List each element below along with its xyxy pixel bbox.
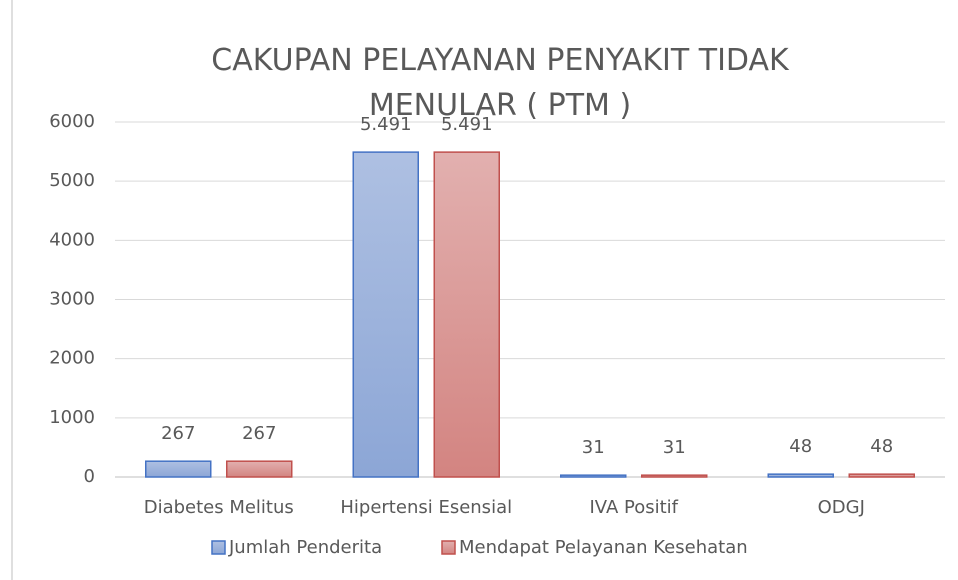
data-label: 267 xyxy=(161,423,195,444)
chart-border xyxy=(11,0,13,580)
x-tick-label: IVA Positif xyxy=(589,497,678,518)
bar xyxy=(352,151,419,478)
data-label: 31 xyxy=(582,437,605,458)
y-tick-label: 4000 xyxy=(49,229,95,250)
legend-label: Jumlah Penderita xyxy=(228,537,382,558)
y-tick-label: 0 xyxy=(84,466,95,487)
bar xyxy=(767,473,834,478)
legend-label: Mendapat Pelayanan Kesehatan xyxy=(459,537,748,558)
bar xyxy=(641,474,708,478)
data-label: 48 xyxy=(789,436,812,457)
data-label: 31 xyxy=(663,437,686,458)
bar xyxy=(226,460,293,478)
bar xyxy=(145,460,212,478)
data-label: 5.491 xyxy=(441,114,493,135)
bar xyxy=(560,474,627,478)
y-tick-label: 3000 xyxy=(49,289,95,310)
chart-title: CAKUPAN PELAYANAN PENYAKIT TIDAK MENULAR… xyxy=(211,43,789,123)
x-tick-label: Hipertensi Esensial xyxy=(340,497,512,518)
y-tick-label: 2000 xyxy=(49,348,95,369)
bar xyxy=(433,151,500,478)
x-tick-label: Diabetes Melitus xyxy=(144,497,294,518)
y-tick-label: 1000 xyxy=(49,407,95,428)
x-tick-label: ODGJ xyxy=(818,497,865,518)
legend-swatch xyxy=(211,540,226,555)
y-tick-label: 5000 xyxy=(49,170,95,191)
legend-swatch xyxy=(441,540,456,555)
data-label: 267 xyxy=(242,423,276,444)
bar xyxy=(848,473,915,478)
data-label: 48 xyxy=(870,436,893,457)
y-tick-label: 6000 xyxy=(49,111,95,132)
data-label: 5.491 xyxy=(360,114,412,135)
